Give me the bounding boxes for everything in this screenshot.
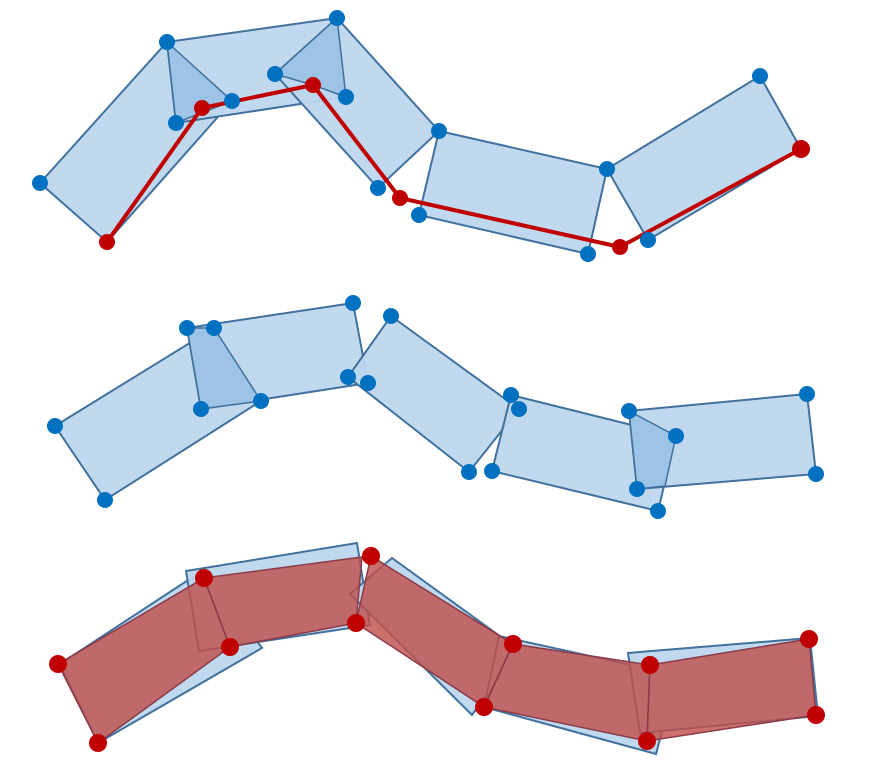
dot (629, 481, 645, 497)
dot (808, 466, 824, 482)
dot (800, 630, 818, 648)
dot (360, 375, 376, 391)
red-dots (99, 77, 810, 255)
red-dots (49, 547, 825, 752)
dot (159, 34, 175, 50)
dot (253, 393, 269, 409)
dot (362, 547, 380, 565)
dot (503, 387, 519, 403)
dot (221, 638, 239, 656)
dot (511, 401, 527, 417)
dot (668, 428, 684, 444)
dot (99, 234, 115, 250)
dot (338, 89, 354, 105)
dot (792, 140, 810, 158)
dot (612, 239, 628, 255)
dot (345, 295, 361, 311)
dot (431, 123, 447, 139)
dot (97, 492, 113, 508)
dot (47, 418, 63, 434)
dot (475, 698, 493, 716)
dot (32, 175, 48, 191)
rect (346, 314, 521, 474)
dot (179, 320, 195, 336)
dot (347, 614, 365, 632)
dot (484, 463, 500, 479)
dot (580, 246, 596, 262)
dot (168, 115, 184, 131)
dot (195, 569, 213, 587)
dot (461, 464, 477, 480)
overlap (628, 409, 677, 490)
dot (650, 503, 666, 519)
dot (267, 66, 283, 82)
dot (621, 403, 637, 419)
rect (417, 129, 609, 256)
dot (411, 207, 427, 223)
red-rect (57, 576, 231, 745)
blue-dots (47, 295, 824, 519)
blue-dots (32, 10, 768, 262)
dot (807, 706, 825, 724)
middle-row (47, 295, 824, 519)
dot (799, 386, 815, 402)
dot (504, 635, 522, 653)
bottom-row (49, 541, 825, 756)
dot (340, 369, 356, 385)
dot (49, 655, 67, 673)
dot (641, 656, 659, 674)
dot (89, 734, 107, 752)
rect (605, 74, 803, 242)
red-rect (355, 554, 514, 709)
path-line (105, 83, 802, 249)
dot (599, 161, 615, 177)
dot (206, 320, 222, 336)
dot (370, 180, 386, 196)
dot (383, 308, 399, 324)
dot (640, 232, 656, 248)
dot (193, 401, 209, 417)
dot (329, 10, 345, 26)
top-row (32, 10, 810, 262)
dot (392, 190, 408, 206)
dot (194, 100, 210, 116)
dot (638, 732, 656, 750)
dot (224, 93, 240, 109)
dot (752, 68, 768, 84)
dot (305, 77, 321, 93)
